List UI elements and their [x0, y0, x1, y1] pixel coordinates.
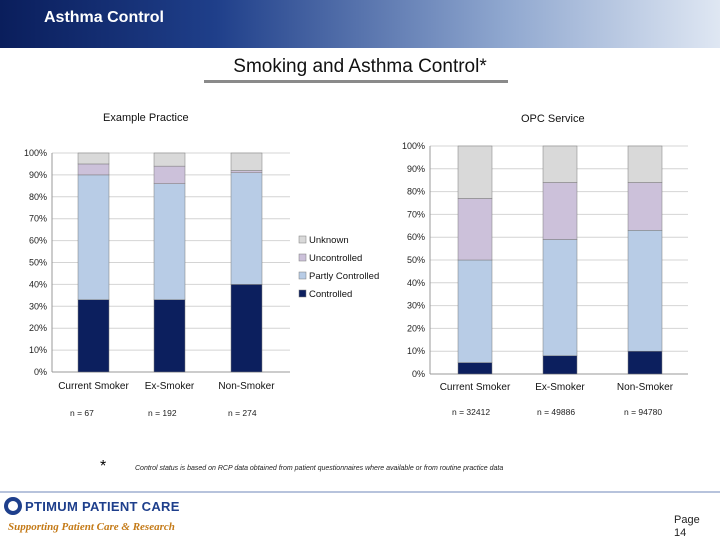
category-label-ep: Current Smoker	[58, 381, 129, 392]
legend-label-partly-controlled: Partly Controlled	[309, 271, 379, 282]
category-label-ep: Ex-Smoker	[145, 381, 195, 392]
bar-opc-ex-smoker-uncontrolled	[542, 182, 578, 240]
bar-ep-ex-smoker-unknown	[153, 152, 186, 167]
bar-ep-current-smoker-partly-controlled	[77, 174, 110, 300]
footnote-text: Control status is based on RCP data obta…	[135, 465, 504, 472]
n-label-ep: n = 274	[228, 408, 257, 418]
y-tick-label-opc: 50%	[407, 255, 425, 265]
y-tick-label-opc: 60%	[407, 232, 425, 242]
footer-rule	[0, 491, 720, 493]
page-value: 14	[674, 527, 687, 539]
chart-title-example-practice: Example Practice	[103, 112, 189, 124]
y-tick-label-opc: 80%	[407, 187, 425, 197]
bar-opc-non-smoker-partly-controlled	[627, 230, 663, 352]
bar-ep-non-smoker-partly-controlled	[230, 172, 263, 285]
bar-opc-current-smoker-controlled	[457, 362, 493, 375]
bar-ep-ex-smoker-controlled	[153, 299, 186, 373]
chart-example-practice: 0% 10% 20% 30% 40% 50% 60% 70% 80% 90% 100% Current…	[24, 141, 688, 418]
legend-swatch-partly-controlled	[298, 271, 307, 280]
bar-ep-ex-smoker-partly-controlled	[153, 183, 186, 300]
bar-ep-current-smoker-controlled	[77, 299, 110, 373]
logo-tagline: Supporting Patient Care & Research	[8, 521, 175, 533]
header-title: Asthma Control	[44, 9, 164, 26]
logo-name: PTIMUM PATIENT CARE	[25, 499, 180, 514]
y-tick-label-ep: 60%	[29, 236, 47, 246]
bar-ep-ex-smoker-uncontrolled	[153, 165, 186, 184]
footnote-star: *	[100, 458, 107, 475]
page-number: Page 14	[674, 514, 700, 540]
category-label-ep: Non-Smoker	[218, 381, 275, 392]
y-tick-label-opc: 100%	[402, 141, 425, 151]
y-tick-label-opc: 40%	[407, 278, 425, 288]
legend-label-unknown: Unknown	[309, 235, 349, 246]
bar-ep-non-smoker-unknown	[230, 152, 263, 171]
bar-opc-ex-smoker-unknown	[542, 145, 578, 183]
y-tick-label-ep: 80%	[29, 192, 47, 202]
y-tick-label-opc: 70%	[407, 209, 425, 219]
category-label-opc: Ex-Smoker	[535, 382, 585, 393]
legend-swatch-unknown	[298, 235, 307, 244]
y-tick-label-ep: 100%	[24, 148, 47, 158]
category-label-opc: Current Smoker	[440, 382, 511, 393]
logo: PTIMUM PATIENT CARE Supporting Patient C…	[4, 497, 204, 539]
bar-ep-current-smoker-unknown	[77, 152, 110, 165]
bar-opc-non-smoker-controlled	[627, 350, 663, 375]
y-tick-label-ep: 30%	[29, 301, 47, 311]
bar-opc-current-smoker-unknown	[457, 145, 493, 199]
y-tick-label-ep: 90%	[29, 170, 47, 180]
chart-title-opc-service: OPC Service	[521, 113, 585, 125]
bar-opc-current-smoker-partly-controlled	[457, 259, 493, 363]
bar-opc-ex-smoker-controlled	[542, 355, 578, 375]
n-label-ep: n = 67	[70, 408, 94, 418]
title-underline	[204, 80, 508, 83]
n-label-opc: n = 32412	[452, 407, 490, 417]
y-tick-label-ep: 0%	[34, 367, 47, 377]
y-tick-label-ep: 50%	[29, 258, 47, 268]
y-tick-label-ep: 70%	[29, 214, 47, 224]
bar-opc-current-smoker-uncontrolled	[457, 198, 493, 261]
n-label-ep: n = 192	[148, 408, 177, 418]
bar-opc-ex-smoker-partly-controlled	[542, 239, 578, 357]
header-bar	[0, 0, 720, 48]
legend-label-uncontrolled: Uncontrolled	[309, 253, 362, 264]
y-tick-label-ep: 40%	[29, 279, 47, 289]
y-tick-label-opc: 0%	[412, 369, 425, 379]
bar-ep-non-smoker-controlled	[230, 284, 263, 373]
bar-ep-current-smoker-uncontrolled	[77, 163, 110, 176]
logo-o-icon	[4, 497, 22, 515]
y-tick-label-opc: 90%	[407, 164, 425, 174]
bar-ep-non-smoker-uncontrolled	[230, 170, 263, 173]
y-tick-label-ep: 20%	[29, 323, 47, 333]
bar-opc-non-smoker-uncontrolled	[627, 182, 663, 231]
y-tick-label-opc: 30%	[407, 301, 425, 311]
legend-swatch-uncontrolled	[298, 253, 307, 262]
y-tick-label-ep: 10%	[29, 345, 47, 355]
y-tick-label-opc: 10%	[407, 346, 425, 356]
page-label: Page	[674, 514, 700, 526]
n-label-opc: n = 49886	[537, 407, 575, 417]
slide-title: Smoking and Asthma Control*	[233, 56, 487, 77]
category-label-opc: Non-Smoker	[617, 382, 674, 393]
bar-opc-non-smoker-unknown	[627, 145, 663, 183]
legend-label-controlled: Controlled	[309, 289, 352, 300]
y-tick-label-opc: 20%	[407, 323, 425, 333]
n-label-opc: n = 94780	[624, 407, 662, 417]
legend-swatch-controlled	[298, 289, 307, 298]
